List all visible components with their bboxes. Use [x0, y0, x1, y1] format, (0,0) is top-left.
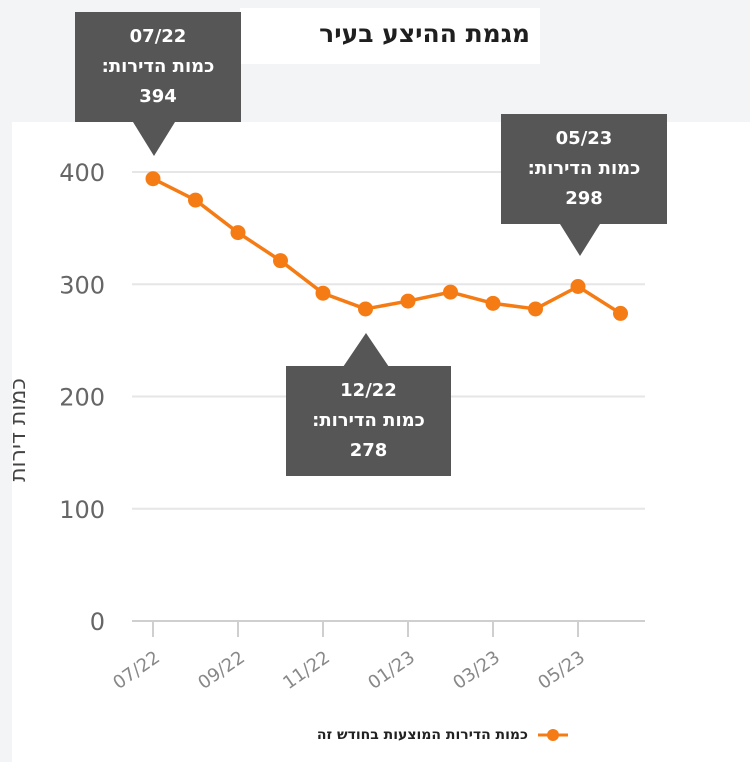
legend[interactable]: כמות הדירות המוצעות בחודש זה: [225, 722, 570, 748]
x-tick-01/23: 01/23: [364, 647, 419, 694]
annotation-0722-date: 07/22: [129, 26, 187, 47]
legend-marker-icon: [538, 729, 568, 741]
title-panel: [240, 8, 540, 64]
annotation-0523-value: 298: [565, 188, 603, 209]
legend-label: כמות הדירות המוצעות בחודש זה: [316, 727, 528, 743]
data-point-05/23: [570, 278, 586, 294]
data-point-08/22: [188, 192, 203, 208]
annotation-1222-pointer: [343, 333, 389, 367]
y-tick-400: 400: [59, 159, 105, 187]
annotation-0523-label: כמות הדירות:: [527, 158, 641, 179]
y-tick-0: 0: [90, 608, 105, 636]
data-point-04/23: [528, 301, 543, 317]
data-point-10/22: [273, 253, 288, 269]
x-tick-11/22: 11/22: [279, 647, 334, 694]
annotation-0722: 07/22 כמות הדירות: 394: [75, 12, 241, 122]
data-point-06/23: [613, 305, 628, 321]
annotation-1222-label: כמות הדירות:: [312, 410, 425, 431]
annotation-0722-label: כמות הדירות:: [101, 56, 215, 77]
data-point-07/22: [145, 171, 161, 187]
y-tick-100: 100: [59, 496, 105, 524]
x-tick-07/22: 07/22: [109, 647, 164, 694]
annotation-0722-value: 394: [139, 86, 177, 107]
annotation-0722-pointer: [133, 122, 175, 156]
x-tick-09/22: 09/22: [194, 647, 249, 694]
data-point-11/22: [315, 285, 331, 301]
data-point-12/22: [358, 301, 373, 317]
data-point-09/22: [230, 225, 246, 241]
series-line: [152, 177, 622, 315]
x-tick-05/23: 05/23: [534, 647, 589, 694]
y-tick-300: 300: [59, 271, 105, 299]
data-point-03/23: [485, 295, 501, 311]
annotation-0523-pointer: [560, 224, 600, 256]
chart-title: מגמת ההיצע בעיר: [319, 19, 530, 48]
annotation-1222-date: 12/22: [340, 380, 397, 401]
annotation-1222: 12/22 כמות הדירות: 278: [286, 366, 451, 476]
data-point-02/23: [443, 284, 458, 300]
annotation-0523: 05/23 כמות הדירות: 298: [501, 114, 667, 224]
annotation-0523-date: 05/23: [555, 128, 613, 149]
y-tick-200: 200: [59, 384, 105, 412]
x-tick-03/23: 03/23: [449, 647, 504, 694]
data-point-01/23: [400, 293, 416, 309]
annotation-1222-value: 278: [349, 440, 388, 461]
